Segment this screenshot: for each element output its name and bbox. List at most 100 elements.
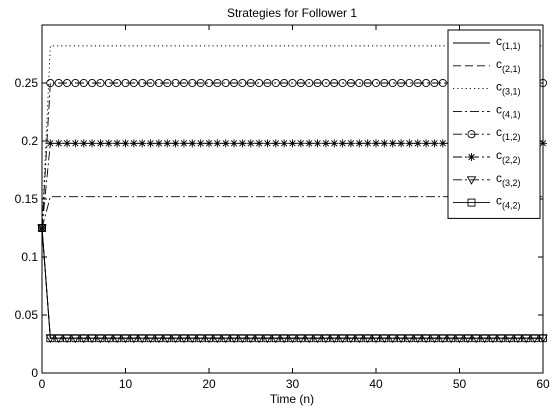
series-marker-6 xyxy=(104,334,114,344)
series-marker-5 xyxy=(196,139,205,148)
series-marker-6 xyxy=(95,334,106,344)
series-marker-6 xyxy=(496,334,507,344)
series-marker-7 xyxy=(438,334,447,343)
series-marker-6 xyxy=(463,334,473,344)
series-marker-4 xyxy=(96,78,105,88)
series-marker-4 xyxy=(113,78,122,88)
series-marker-7 xyxy=(246,334,255,343)
series-marker-7 xyxy=(79,334,88,343)
series-marker-7 xyxy=(196,334,205,343)
series-marker-5 xyxy=(422,139,431,148)
series-marker-6 xyxy=(312,334,323,344)
series-marker-5 xyxy=(104,139,113,148)
series-marker-6 xyxy=(504,334,515,344)
series-marker-4 xyxy=(229,78,239,88)
series-marker-4 xyxy=(438,78,447,88)
series-marker-6 xyxy=(195,334,206,344)
series-marker-5 xyxy=(63,139,72,148)
series-marker-5 xyxy=(271,139,280,148)
series-marker-5 xyxy=(330,139,339,148)
series-marker-7 xyxy=(280,334,289,343)
series-marker-4 xyxy=(179,78,188,88)
series-marker-4 xyxy=(196,78,205,88)
series-marker-7 xyxy=(154,334,163,343)
series-marker-7 xyxy=(480,334,489,343)
legend: c(1,1) c(2,1) c(3,1) c(4,1) c(1,2) c(2,2) c(3,… xyxy=(447,29,541,219)
series-marker-4 xyxy=(213,78,222,88)
series-marker-5 xyxy=(205,139,213,148)
series-marker-7 xyxy=(372,334,380,343)
series-marker-7 xyxy=(188,334,197,343)
series-marker-4 xyxy=(321,78,330,88)
series-marker-5 xyxy=(388,139,397,148)
series-marker-4 xyxy=(396,78,406,88)
series-marker-7 xyxy=(288,334,297,343)
series-marker-7 xyxy=(96,334,105,343)
x-tick-label: 30 xyxy=(286,377,300,391)
series-marker-4 xyxy=(138,78,147,88)
series-marker-5 xyxy=(296,139,305,148)
series-marker-4 xyxy=(204,78,214,88)
series-marker-5 xyxy=(71,139,80,148)
series-marker-6 xyxy=(412,334,423,344)
ticks-layer: 0 10 20 30 40 50 60 0 0.05 0.1 0.15 0.2 0.25 xyxy=(15,25,550,391)
series-marker-6 xyxy=(187,334,198,344)
legend-entry-label: c(2,2) xyxy=(496,148,521,165)
legend-swatch-marker xyxy=(467,153,476,161)
series-marker-5 xyxy=(430,139,439,148)
series-marker-6 xyxy=(296,334,306,344)
series-marker-7 xyxy=(313,334,322,343)
series-marker-4 xyxy=(380,78,389,88)
series-marker-4 xyxy=(305,78,314,88)
series-marker-6 xyxy=(204,334,214,344)
series-marker-4 xyxy=(422,78,431,88)
series-marker-6 xyxy=(529,334,540,344)
y-tick-label: 0.25 xyxy=(15,76,39,90)
series-marker-6 xyxy=(53,334,64,344)
series-marker-5 xyxy=(413,139,422,148)
series-marker-7 xyxy=(388,334,397,343)
series-marker-6 xyxy=(262,334,273,344)
series-marker-4 xyxy=(330,78,339,88)
series-marker-4 xyxy=(171,78,180,88)
marker-layer xyxy=(37,78,548,344)
series-marker-4 xyxy=(338,78,347,88)
series-marker-7 xyxy=(129,334,138,343)
series-marker-6 xyxy=(404,334,415,344)
series-marker-7 xyxy=(397,334,405,343)
series-marker-5 xyxy=(213,139,222,148)
series-marker-5 xyxy=(171,139,180,148)
series-marker-5 xyxy=(338,139,347,148)
series-marker-5 xyxy=(321,139,330,148)
series-marker-7 xyxy=(296,334,305,343)
series-marker-7 xyxy=(380,334,389,343)
series-marker-4 xyxy=(288,78,297,88)
series-marker-4 xyxy=(221,78,230,88)
series-marker-5 xyxy=(246,139,255,148)
series-marker-7 xyxy=(355,334,364,343)
series-marker-5 xyxy=(188,139,197,148)
series-marker-4 xyxy=(280,78,289,88)
series-marker-6 xyxy=(337,334,348,344)
series-marker-7 xyxy=(171,334,180,343)
series-marker-7 xyxy=(463,334,472,343)
series-marker-6 xyxy=(287,334,298,344)
series-marker-6 xyxy=(162,334,173,344)
series-marker-6 xyxy=(179,334,189,344)
series-marker-6 xyxy=(346,334,356,344)
series-marker-6 xyxy=(488,334,498,344)
series-marker-5 xyxy=(263,139,272,148)
series-marker-5 xyxy=(54,139,63,148)
series-marker-7 xyxy=(330,334,339,343)
series-marker-6 xyxy=(438,334,448,344)
series-marker-7 xyxy=(88,334,97,343)
series-marker-7 xyxy=(413,334,422,343)
series-marker-6 xyxy=(379,334,390,344)
series-marker-7 xyxy=(146,334,155,343)
series-marker-5 xyxy=(113,139,122,148)
series-marker-6 xyxy=(479,334,490,344)
series-marker-7 xyxy=(71,334,80,343)
y-tick-label: 0 xyxy=(31,366,38,380)
series-marker-5 xyxy=(129,139,138,148)
series-marker-7 xyxy=(522,334,531,343)
